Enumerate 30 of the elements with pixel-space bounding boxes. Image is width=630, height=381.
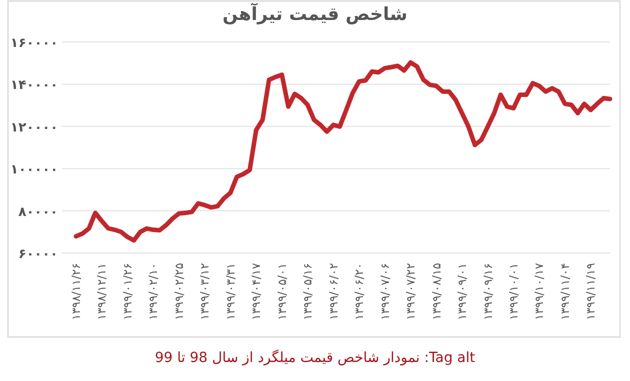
- y-tick-label: ۶۰۰۰۰: [18, 247, 58, 262]
- x-tick-label: ۱۳۹۹/۰۳/۳۱: [223, 263, 238, 320]
- x-tick-label: ۱۳۹۹/۰۵/۰۱: [274, 263, 289, 320]
- x-tick-label: ۱۳۹۹/۰۴/۱۷: [249, 263, 264, 320]
- x-tick-label: ۱۳۹۹/۰۵/۱۶: [300, 263, 315, 320]
- x-tick-label: ۱۳۹۹/۰۱/۲۶: [120, 263, 134, 320]
- x-tick-label: ۱۳۹۹/۰۲/۱۰: [146, 263, 160, 320]
- x-tick-label: ۱۳۹۸/۱۱/۲۶: [69, 263, 83, 320]
- y-tick-label: ۱۴۰۰۰۰: [10, 78, 58, 94]
- x-tick-label: ۱۳۹۹/۰۷/۲۲: [404, 263, 418, 320]
- chart-title: شاخص قیمت تیرآهن: [222, 2, 408, 25]
- y-tick-label: ۱۲۰۰۰۰: [10, 120, 58, 136]
- x-tick-label: ۱۳۹۹/۱۱/۱۹: [584, 263, 598, 320]
- x-tick-label: ۱۳۹۹/۰۷/۰۶: [378, 263, 392, 320]
- y-tick-label: ۱۶۰۰۰۰: [10, 36, 58, 51]
- x-tick-label: ۱۳۹۹/۰۶/۲۰: [352, 263, 366, 320]
- x-tick-label: ۱۳۹۸/۱۲/۱۱: [94, 263, 109, 320]
- y-tick-label: ۸۰۰۰۰: [18, 204, 58, 220]
- x-tick-label: ۱۳۹۹/۰۹/۱۶: [480, 263, 495, 320]
- x-tick-label: ۱۳۹۹/۱۰/۰۱: [506, 263, 520, 320]
- x-tick-label: ۱۳۹۹/۱۱/۰۴: [558, 263, 572, 320]
- text: Tag alt: نمودار شاخص قیمت میلگرد از سال 98 تا 99: [154, 350, 476, 366]
- x-tick-label: ۱۳۹۹/۰۲/۲۵: [172, 263, 186, 320]
- x-tick-label: ۱۳۹۹/۰۳/۱۲: [198, 263, 212, 320]
- y-tick-label: ۱۰۰۰۰۰: [10, 162, 58, 178]
- x-tick-label: ۱۳۹۹/۰۹/۰۱: [455, 263, 470, 320]
- x-tick-label: ۱۳۹۹/۱۰/۱۷: [532, 263, 546, 320]
- line-series: [74, 60, 612, 243]
- x-tick-label: ۱۳۹۹/۰۶/۰۲: [326, 263, 340, 320]
- x-tick-label: ۱۳۹۹/۰۸/۱۵: [429, 263, 444, 320]
